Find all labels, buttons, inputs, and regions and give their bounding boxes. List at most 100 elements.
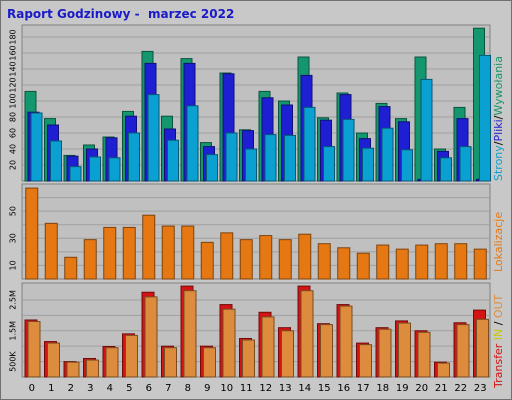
bar-out — [378, 328, 392, 378]
y-tick-label: 160 — [9, 45, 18, 60]
y-tick-label: 100 — [9, 93, 18, 108]
bar-strony — [342, 118, 355, 182]
bar-lokalizacje — [142, 214, 156, 280]
legend-out: OUT — [492, 294, 505, 318]
bar-out — [476, 318, 489, 378]
bar-strony — [479, 54, 491, 182]
y-tick-label: 60 — [9, 128, 18, 138]
bar-lokalizacje — [239, 239, 253, 280]
bar-strony — [50, 140, 62, 182]
legend-strony: Strony — [492, 145, 505, 181]
legend-transfer: Transfer — [492, 343, 505, 389]
x-tick-label: 7 — [165, 383, 171, 394]
x-tick-label: 1 — [48, 383, 54, 394]
bar-strony — [245, 148, 257, 182]
x-tick-label: 12 — [259, 383, 272, 394]
x-tick-label: 17 — [357, 383, 370, 394]
x-tick-label: 6 — [146, 383, 152, 394]
bar-strony — [167, 139, 179, 182]
bar-lokalizacje — [376, 244, 390, 280]
bar-strony — [381, 127, 394, 182]
bar-strony — [440, 157, 452, 182]
bar-lokalizacje — [356, 252, 370, 280]
y-tick-label: 120 — [9, 77, 18, 92]
x-tick-label: 20 — [415, 383, 428, 394]
x-tick-label: 5 — [126, 383, 132, 394]
bar-out — [320, 324, 333, 378]
x-tick-label: 15 — [318, 383, 331, 394]
bar-out — [359, 344, 372, 378]
bar-out — [47, 342, 60, 378]
x-tick-label: 10 — [220, 383, 233, 394]
x-tick-label: 2 — [68, 383, 74, 394]
bar-lokalizacje — [220, 232, 234, 280]
legend-sep: / — [492, 115, 505, 119]
bar-out — [164, 347, 177, 378]
bar-out — [417, 331, 431, 378]
bar-out — [437, 362, 450, 378]
bar-out — [300, 290, 314, 378]
bar-out — [222, 308, 236, 378]
bar-strony — [30, 112, 43, 182]
x-tick-label: 22 — [454, 383, 467, 394]
y-tick-label: 180 — [9, 29, 18, 44]
bar-out — [86, 359, 99, 378]
x-tick-label: 14 — [298, 383, 311, 394]
x-tick-label: 11 — [240, 383, 253, 394]
legend-in: IN — [492, 329, 505, 340]
y-tick-label: 80 — [9, 112, 18, 122]
bar-strony — [264, 134, 277, 182]
bar-lokalizacje — [44, 222, 58, 280]
y-tick-label: 500K — [9, 351, 18, 372]
bar-strony — [401, 149, 413, 182]
legend-sep: / — [492, 141, 505, 145]
bar-strony — [420, 78, 433, 182]
bar-lokalizacje — [161, 225, 175, 280]
bar-lokalizacje — [181, 225, 195, 280]
x-tick-label: 3 — [87, 383, 93, 394]
legend-transfer-group: Transfer IN / OUT — [492, 294, 505, 389]
bar-out — [66, 361, 80, 378]
y-tick-label: 50 — [9, 206, 18, 216]
x-tick-label: 4 — [107, 383, 113, 394]
bar-lokalizacje — [259, 235, 273, 280]
bar-lokalizacje — [103, 226, 117, 280]
bar-lokalizacje — [278, 239, 292, 280]
y-tick-label: 20 — [9, 160, 18, 170]
bar-strony — [323, 146, 335, 182]
bar-lokalizacje — [298, 233, 312, 280]
bar-lokalizacje — [122, 226, 136, 280]
bar-out — [183, 290, 197, 378]
bar-strony — [206, 154, 218, 182]
x-tick-label: 0 — [29, 383, 35, 394]
chart-title: Raport Godzinowy - marzec 2022 — [7, 7, 235, 21]
legend-pliki: Pliki — [492, 119, 505, 141]
legend-sep: / — [492, 318, 505, 329]
x-tick-label: 16 — [337, 383, 350, 394]
bar-lokalizacje — [473, 248, 487, 280]
bar-strony — [459, 146, 472, 182]
bar-strony — [69, 166, 82, 182]
bar-lokalizacje — [317, 243, 331, 280]
bar-out — [27, 321, 41, 378]
bar-lokalizacje — [83, 239, 97, 280]
y-tick-label: 40 — [9, 144, 18, 154]
x-tick-label: 19 — [396, 383, 409, 394]
bar-lokalizacje — [64, 256, 78, 280]
bar-out — [144, 296, 158, 378]
bar-strony — [108, 157, 121, 182]
y-tick-label: 140 — [9, 61, 18, 76]
x-tick-label: 13 — [279, 383, 292, 394]
bar-out — [203, 347, 216, 378]
bar-lokalizacje — [415, 244, 429, 280]
bar-lokalizacje — [25, 187, 39, 280]
plot-area-2 — [21, 183, 491, 280]
bar-out — [339, 305, 353, 378]
y-tick-label: 10 — [9, 260, 18, 270]
y-tick-label: 2.5M — [9, 290, 18, 310]
x-tick-label: 8 — [185, 383, 191, 394]
bar-lokalizacje — [200, 241, 214, 280]
legend-wywolania: Wywołania — [492, 56, 505, 116]
bar-out — [105, 347, 119, 378]
